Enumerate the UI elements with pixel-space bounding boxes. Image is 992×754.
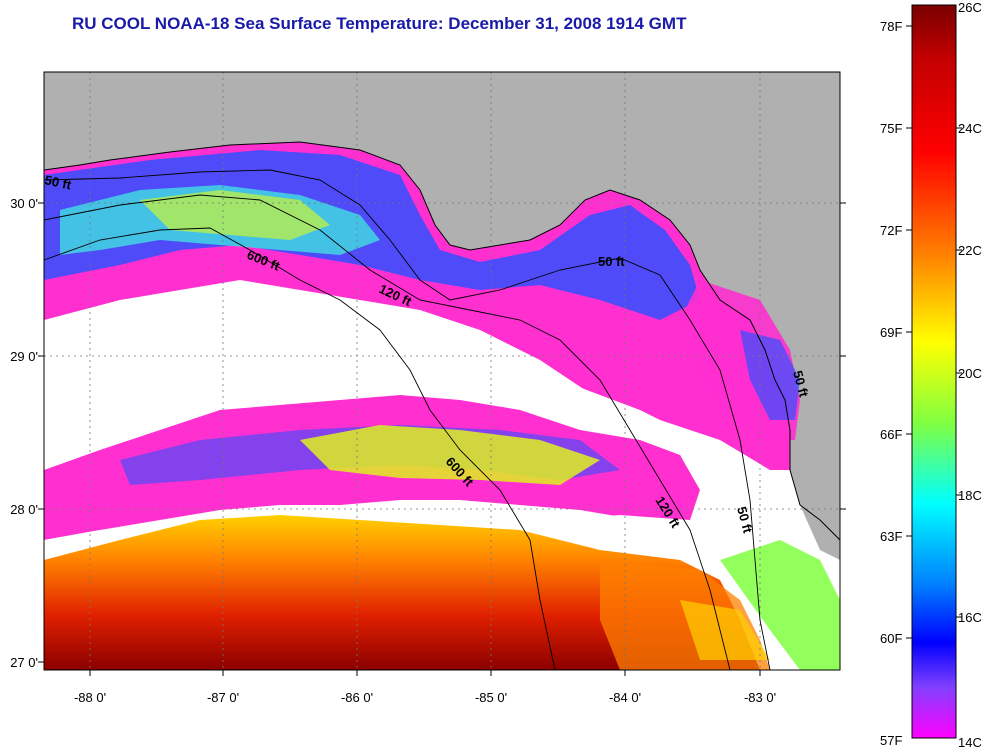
lat-label: 30 0' bbox=[10, 196, 38, 211]
lon-label: -88 0' bbox=[73, 690, 107, 705]
lat-label: 29 0' bbox=[10, 349, 38, 364]
colorbar bbox=[911, 4, 957, 739]
colorbar-f-label: 63F bbox=[880, 529, 903, 544]
lon-label: -86 0' bbox=[340, 690, 374, 705]
lon-label: -87 0' bbox=[206, 690, 240, 705]
colorbar-c-label: 22C bbox=[958, 243, 982, 258]
colorbar-f-label: 60F bbox=[880, 631, 903, 646]
colorbar-f-label: 75F bbox=[880, 121, 903, 136]
isobath-label: 50 ft bbox=[790, 369, 812, 399]
isobath-label: 50 ft bbox=[43, 172, 73, 192]
colorbar-c-label: 18C bbox=[958, 488, 982, 503]
map-title: RU COOL NOAA-18 Sea Surface Temperature:… bbox=[72, 14, 687, 33]
colorbar-f-label: 57F bbox=[880, 733, 903, 748]
lon-label: -84 0' bbox=[608, 690, 642, 705]
colorbar-c-label: 26C bbox=[958, 0, 982, 15]
colorbar-c-label: 14C bbox=[958, 735, 982, 750]
land-area bbox=[44, 72, 840, 540]
colorbar-c-label: 20C bbox=[958, 366, 982, 381]
isobath-label: 50 ft bbox=[734, 505, 756, 535]
lat-label: 27 0' bbox=[10, 655, 38, 670]
lat-label: 28 0' bbox=[10, 502, 38, 517]
colorbar-f-label: 72F bbox=[880, 223, 903, 238]
lon-label: -85 0' bbox=[474, 690, 508, 705]
colorbar-f-label: 78F bbox=[880, 19, 903, 34]
colorbar-f-label: 66F bbox=[880, 427, 903, 442]
colorbar-f-label: 69F bbox=[880, 325, 903, 340]
colorbar-c-label: 24C bbox=[958, 121, 982, 136]
lon-label: -83 0' bbox=[743, 690, 777, 705]
colorbar-c-label: 16C bbox=[958, 610, 982, 625]
isobath-label: 50 ft bbox=[598, 254, 625, 269]
